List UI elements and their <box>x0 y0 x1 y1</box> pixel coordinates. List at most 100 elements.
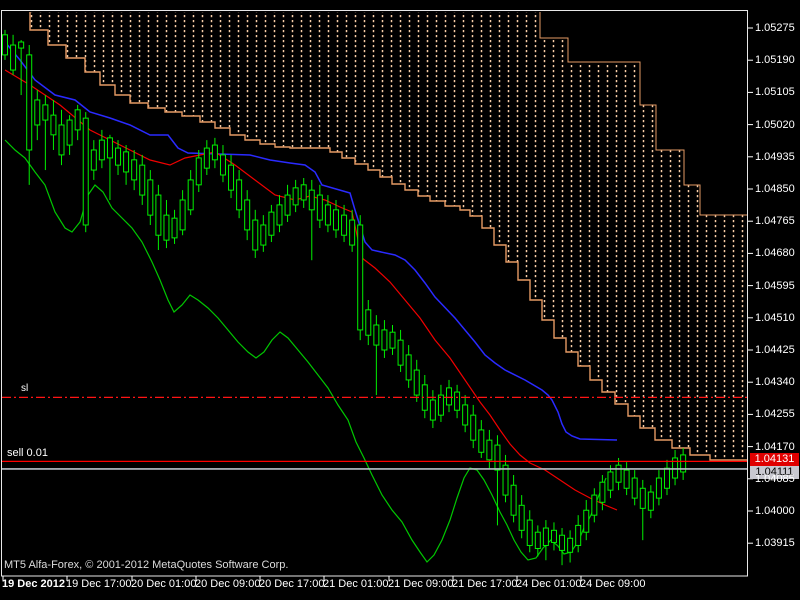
candle-body <box>42 104 49 121</box>
senkou-span-edge <box>29 12 747 461</box>
candle-body <box>115 147 122 166</box>
candle-body <box>219 154 226 176</box>
candlesticks <box>2 29 687 566</box>
candle-body <box>66 119 73 146</box>
time-axis-label: 21 Dec 17:00 <box>452 578 518 590</box>
candle-body <box>591 494 598 516</box>
price-axis-label: 1.04850 <box>755 182 795 195</box>
candle-body <box>195 157 202 186</box>
candle-body <box>413 369 420 396</box>
candle-body <box>90 149 97 171</box>
candle-body <box>623 469 630 489</box>
chikou-span-line <box>4 139 607 563</box>
sell-position-label[interactable]: sell 0.01 <box>7 447 48 459</box>
candle-body <box>429 399 436 421</box>
candle-body <box>631 477 638 499</box>
candle-body <box>131 159 138 181</box>
candle-body <box>308 189 315 211</box>
price-axis-label: 1.05105 <box>755 86 795 99</box>
candle-body <box>397 339 404 366</box>
candle-body <box>171 217 178 239</box>
candle-body <box>437 394 444 416</box>
candle-body <box>18 41 25 49</box>
candle-body <box>58 124 65 156</box>
candle-body <box>123 151 130 173</box>
candle-body <box>462 404 469 426</box>
time-axis-label: 20 Dec 01:00 <box>131 578 197 590</box>
candle-body <box>2 34 8 56</box>
candle-body <box>599 481 606 503</box>
price-axis-label: 1.05190 <box>755 54 795 67</box>
chart-border <box>1 10 748 577</box>
copyright-watermark: MT5 Alfa-Forex, © 2001-2012 MetaQuotes S… <box>4 559 289 571</box>
candle-body <box>284 194 291 216</box>
candle-body <box>446 387 453 406</box>
candle-body <box>179 199 186 231</box>
price-axis-label: 1.04085 <box>755 472 795 485</box>
price-axis-label: 1.04510 <box>755 311 795 324</box>
candle-body <box>316 194 323 221</box>
candle-body <box>454 391 461 411</box>
candle-body <box>300 184 307 201</box>
candle-body <box>365 309 372 336</box>
candle-body <box>518 504 525 531</box>
candle-body <box>349 219 356 246</box>
order-price-badge: 1.04131 <box>750 453 799 466</box>
candle-body <box>34 99 41 126</box>
price-axis-label: 1.04340 <box>755 376 795 389</box>
candle-body <box>147 179 154 216</box>
candle-body <box>680 454 687 473</box>
stop-loss-label[interactable]: sl <box>21 383 29 394</box>
bid-price-badge: 1.04111 <box>750 466 799 479</box>
candle-body <box>478 429 485 453</box>
price-axis-label: 1.04255 <box>755 408 795 421</box>
ichimoku-cloud <box>30 12 747 460</box>
candle-body <box>526 519 533 546</box>
candle-body <box>244 199 251 231</box>
candle-body <box>357 224 364 331</box>
kijun-sen-line <box>4 41 618 441</box>
candle-body <box>373 324 380 346</box>
candle-body <box>470 414 477 441</box>
price-axis-label: 1.05020 <box>755 118 795 131</box>
candle-body <box>324 204 331 226</box>
candle-body <box>98 139 105 161</box>
candle-body <box>639 487 646 509</box>
price-axis-label: 1.04425 <box>755 343 795 356</box>
candle-body <box>74 109 81 131</box>
candle-body <box>559 534 566 551</box>
candle-body <box>341 214 348 236</box>
candle-body <box>50 114 57 136</box>
candle-body <box>203 147 210 169</box>
candle-body <box>187 179 194 211</box>
candle-body <box>567 537 574 553</box>
price-axis-label: 1.05275 <box>755 22 795 34</box>
candle-body <box>228 164 235 191</box>
candle-body <box>155 194 162 236</box>
candle-body <box>575 524 582 546</box>
candle-body <box>268 211 275 236</box>
price-axis-label: 1.04595 <box>755 279 795 292</box>
candle-body <box>550 529 557 543</box>
candle-body <box>332 209 339 231</box>
candle-body <box>583 509 590 533</box>
candle-body <box>260 224 267 246</box>
candle-body <box>252 219 259 251</box>
time-axis-label: 19 Dec 17:00 <box>66 578 132 590</box>
candle-body <box>534 531 541 549</box>
time-axis-label: 24 Dec 09:00 <box>580 578 646 590</box>
time-axis-label: 24 Dec 01:00 <box>516 578 582 590</box>
candle-body <box>26 54 33 151</box>
candle-body <box>211 144 218 161</box>
candle-body <box>655 477 662 499</box>
candle-body <box>405 354 412 381</box>
time-axis-label: 21 Dec 01:00 <box>323 578 389 590</box>
candle-body <box>502 464 509 496</box>
candle-body <box>389 331 396 349</box>
candle-body <box>236 179 243 211</box>
candle-body <box>82 117 89 226</box>
candle-body <box>542 527 549 546</box>
candle-body <box>381 329 388 351</box>
price-axis-label: 1.04765 <box>755 215 795 228</box>
